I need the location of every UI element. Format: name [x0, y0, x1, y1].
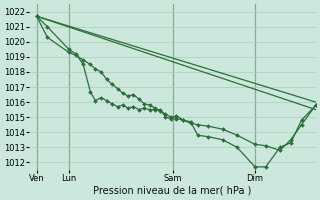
X-axis label: Pression niveau de la mer( hPa ): Pression niveau de la mer( hPa ) — [93, 186, 252, 196]
